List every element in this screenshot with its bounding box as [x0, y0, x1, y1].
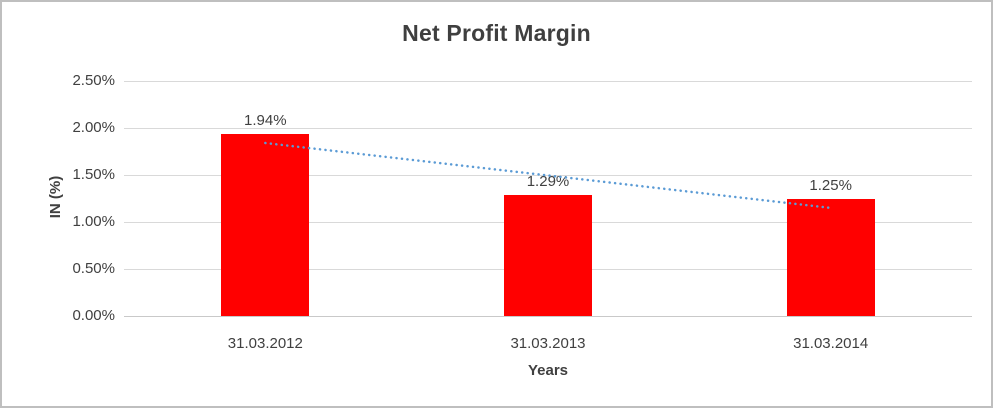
gridline	[124, 128, 972, 129]
bar-data-label: 1.29%	[526, 172, 570, 190]
x-tick-label: 31.03.2013	[510, 335, 586, 352]
trendline	[264, 141, 832, 210]
gridline	[124, 81, 972, 82]
bar-data-label: 1.94%	[244, 111, 287, 129]
x-axis-title: Years	[527, 362, 569, 379]
bar-31.03.2013	[504, 194, 592, 316]
y-tick-label: 2.50%	[72, 72, 115, 89]
plot-area: 1.94% 1.29% 1.25%	[124, 81, 972, 317]
x-tick-label: 31.03.2012	[227, 335, 303, 352]
y-tick-label: 0.50%	[72, 260, 115, 277]
y-tick-label: 1.00%	[72, 213, 115, 230]
chart-title: Net Profit Margin	[402, 20, 591, 46]
y-tick-label: 0.00%	[72, 307, 115, 324]
bar-data-label: 1.25%	[809, 176, 852, 194]
x-axis-line	[124, 316, 972, 317]
x-tick-label: 31.03.2014	[793, 335, 869, 352]
bar-31.03.2012	[221, 133, 310, 316]
y-tick-label: 2.00%	[72, 119, 115, 136]
y-tick-label: 1.50%	[72, 166, 115, 183]
gridline	[124, 175, 972, 176]
bar-31.03.2014	[786, 198, 875, 316]
